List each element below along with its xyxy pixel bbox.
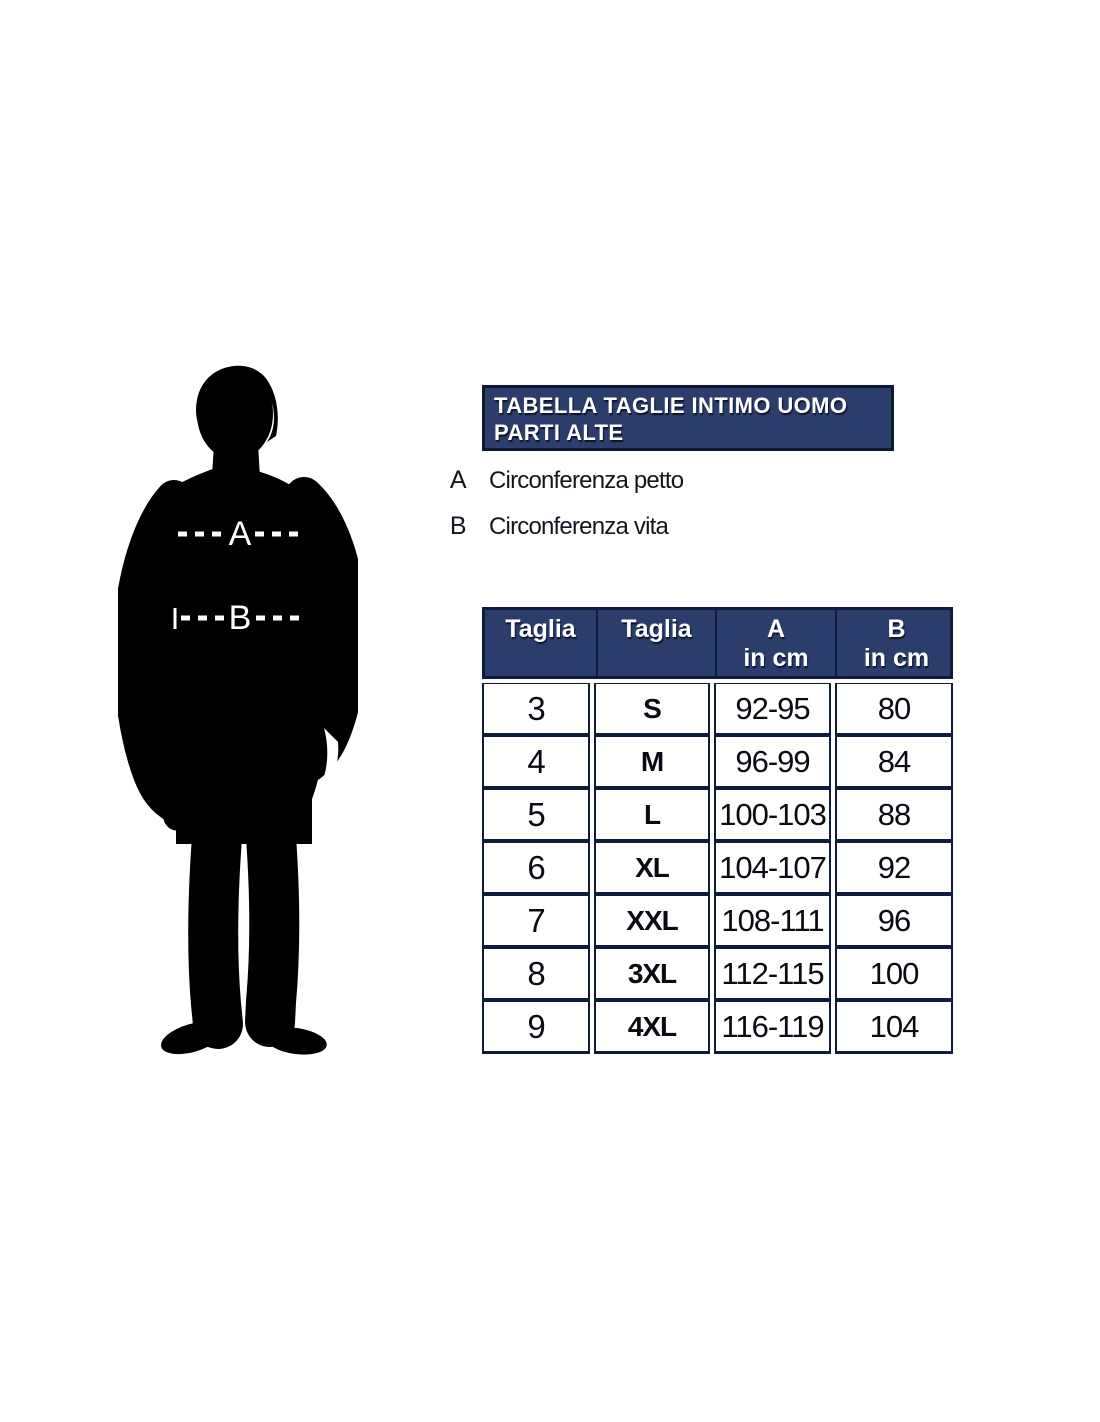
silhouette-shape xyxy=(118,365,358,1055)
measurement-legend: A Circonferenza petto B Circonferenza vi… xyxy=(447,466,684,558)
figure-waist-label: B xyxy=(229,599,252,637)
table-cell: 3 xyxy=(482,683,590,736)
table-cell: 112-115 xyxy=(714,948,831,1001)
legend-item-waist: B Circonferenza vita xyxy=(447,512,683,542)
size-table: Taglia Taglia A in cm B in cm 3 S 92-95 … xyxy=(482,607,953,1054)
header-line1: Taglia xyxy=(621,615,692,643)
table-cell: 4 xyxy=(482,736,590,789)
header-a-cm: A in cm xyxy=(715,610,835,676)
table-cell: 92-95 xyxy=(714,683,831,736)
legend-key-a: A xyxy=(449,466,467,494)
table-cell: 88 xyxy=(835,789,953,842)
header-line2: in cm xyxy=(863,644,930,672)
pocket-highlight xyxy=(317,728,339,793)
table-cell: L xyxy=(594,789,710,842)
table-cell: M xyxy=(594,736,710,789)
table-cell: 8 xyxy=(482,948,590,1001)
table-cell: 84 xyxy=(835,736,953,789)
table-cell: S xyxy=(594,683,710,736)
header-taglia-letter: Taglia xyxy=(596,610,715,676)
legend-item-chest: A Circonferenza petto xyxy=(447,466,684,496)
table-header-row: Taglia Taglia A in cm B in cm xyxy=(482,607,953,679)
table-cell: 100 xyxy=(835,948,953,1001)
header-line1: B xyxy=(887,615,906,643)
table-cell: 96 xyxy=(835,895,953,948)
table-cell: 9 xyxy=(482,1001,590,1054)
waist-measure-line xyxy=(173,608,299,629)
figure-chest-label: A xyxy=(229,515,252,553)
table-cell: 6 xyxy=(482,842,590,895)
table-cell: 116-119 xyxy=(714,1001,831,1054)
table-cell: XXL xyxy=(594,895,710,948)
male-silhouette: A B xyxy=(118,365,358,1055)
table-cell: 5 xyxy=(482,789,590,842)
table-cell: 80 xyxy=(835,683,953,736)
table-cell: 7 xyxy=(482,895,590,948)
legend-label-chest: Circonferenza petto xyxy=(489,467,684,494)
table-cell: 96-99 xyxy=(714,736,831,789)
table-cell: 108-111 xyxy=(714,895,831,948)
title-banner: TABELLA TAGLIE INTIMO UOMO PARTI ALTE xyxy=(482,385,894,451)
table-body: 3 S 92-95 80 4 M 96-99 84 5 L 100-103 88… xyxy=(482,683,953,1054)
table-cell: 92 xyxy=(835,842,953,895)
table-cell: XL xyxy=(594,842,710,895)
header-line1: Taglia xyxy=(505,615,576,643)
legend-label-waist: Circonferenza vita xyxy=(489,513,669,540)
legend-key-b: B xyxy=(449,512,467,540)
table-cell: 4XL xyxy=(594,1001,710,1054)
header-taglia-num: Taglia xyxy=(485,610,596,676)
header-line2: in cm xyxy=(743,644,809,672)
table-cell: 104-107 xyxy=(714,842,831,895)
header-b-cm: B in cm xyxy=(835,610,956,676)
table-cell: 104 xyxy=(835,1001,953,1054)
table-cell: 100-103 xyxy=(714,789,831,842)
header-line1: A xyxy=(766,615,786,643)
banner-line1: TABELLA TAGLIE INTIMO UOMO xyxy=(494,393,848,418)
banner-line2: PARTI ALTE xyxy=(494,420,624,445)
table-cell: 3XL xyxy=(594,948,710,1001)
